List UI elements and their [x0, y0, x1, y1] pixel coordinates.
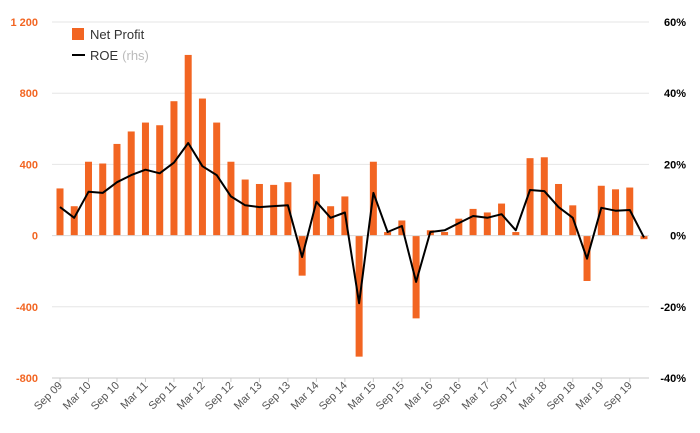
- axes: [52, 235, 649, 379]
- right-y-tick-label: 0%: [670, 231, 686, 243]
- right-y-tick-label: -20%: [660, 302, 686, 314]
- x-tick-label: Sep 14: [317, 380, 350, 413]
- x-tick-label: Sep 12: [203, 380, 236, 413]
- left-y-tick-label: 400: [20, 159, 38, 171]
- right-y-tick-label: 60%: [664, 17, 686, 29]
- x-tick-label: Mar 17: [460, 380, 493, 413]
- right-y-tick-label: 40%: [664, 88, 686, 100]
- x-tick-label: Mar 15: [346, 380, 379, 413]
- legend-swatch-net-profit: [72, 28, 84, 40]
- bar-net-profit: [213, 122, 221, 236]
- x-tick-label: Mar 10: [61, 380, 94, 413]
- left-y-tick-label: 1 200: [10, 17, 38, 29]
- x-tick-label: Mar 13: [232, 380, 265, 413]
- bar-net-profit: [241, 179, 249, 236]
- x-tick-label: Mar 14: [289, 380, 322, 413]
- bar-net-profit: [540, 157, 548, 236]
- left-y-axis-ticks: 1 200 800 400 0 -400 -800: [10, 17, 38, 385]
- legend-label-roe: ROE (rhs): [90, 48, 149, 63]
- x-tick-label: Mar 16: [403, 380, 436, 413]
- bar-net-profit: [384, 232, 392, 236]
- bar-net-profit: [512, 232, 520, 236]
- bar-net-profit: [612, 189, 620, 236]
- bar-net-profit: [113, 143, 121, 236]
- bar-net-profit: [170, 101, 178, 236]
- x-tick-label: Sep 15: [374, 380, 407, 413]
- bar-net-profit: [441, 232, 449, 236]
- x-tick-label: Mar 11: [118, 380, 150, 412]
- x-tick-label: Sep 13: [260, 380, 293, 413]
- bar-net-profit: [270, 184, 278, 236]
- x-tick-label: Sep 10: [89, 380, 122, 413]
- bar-net-profit: [555, 183, 563, 236]
- bar-net-profit: [227, 161, 235, 236]
- x-tick-label: Mar 12: [175, 380, 208, 413]
- left-y-tick-label: 800: [20, 88, 38, 100]
- bar-net-profit: [84, 161, 92, 236]
- legend: Net Profit ROE (rhs): [72, 27, 149, 63]
- left-y-tick-label: -800: [16, 373, 38, 385]
- net-profit-bars: [56, 54, 648, 357]
- roe-line-layer: [59, 142, 645, 305]
- bar-net-profit: [526, 158, 534, 236]
- x-tick-label: Mar 18: [517, 380, 550, 413]
- x-tick-label: Mar 19: [574, 380, 607, 413]
- x-tick-label: Sep 19: [602, 380, 635, 413]
- left-y-tick-label: 0: [32, 231, 38, 243]
- right-y-tick-label: 20%: [664, 159, 686, 171]
- left-y-tick-label: -400: [16, 302, 38, 314]
- x-tick-label: Sep 11: [147, 380, 180, 413]
- legend-label-roe-suffix: (rhs): [122, 48, 149, 63]
- bar-net-profit: [455, 218, 463, 236]
- bar-net-profit: [156, 125, 164, 236]
- bar-net-profit: [141, 122, 149, 236]
- x-tick-label: Sep 17: [488, 380, 521, 413]
- legend-label-net-profit: Net Profit: [90, 27, 145, 42]
- right-y-tick-label: -40%: [660, 373, 686, 385]
- bar-net-profit: [56, 188, 64, 236]
- bar-net-profit: [412, 235, 420, 319]
- x-tick-label: Sep 18: [545, 380, 578, 413]
- x-tick-label: Sep 16: [431, 380, 464, 413]
- bar-net-profit: [327, 206, 335, 236]
- bar-net-profit: [99, 163, 107, 236]
- bar-net-profit: [469, 208, 477, 236]
- right-y-axis-ticks: 60% 40% 20% 0% -20% -40%: [660, 17, 686, 385]
- bar-net-profit: [498, 203, 506, 236]
- bar-net-profit: [255, 183, 263, 236]
- legend-label-roe-name: ROE: [90, 48, 119, 63]
- bar-net-profit: [127, 131, 135, 236]
- bar-net-profit: [70, 206, 78, 236]
- bar-net-profit: [483, 212, 491, 236]
- bar-net-profit: [184, 54, 192, 236]
- roe-line: [59, 142, 645, 305]
